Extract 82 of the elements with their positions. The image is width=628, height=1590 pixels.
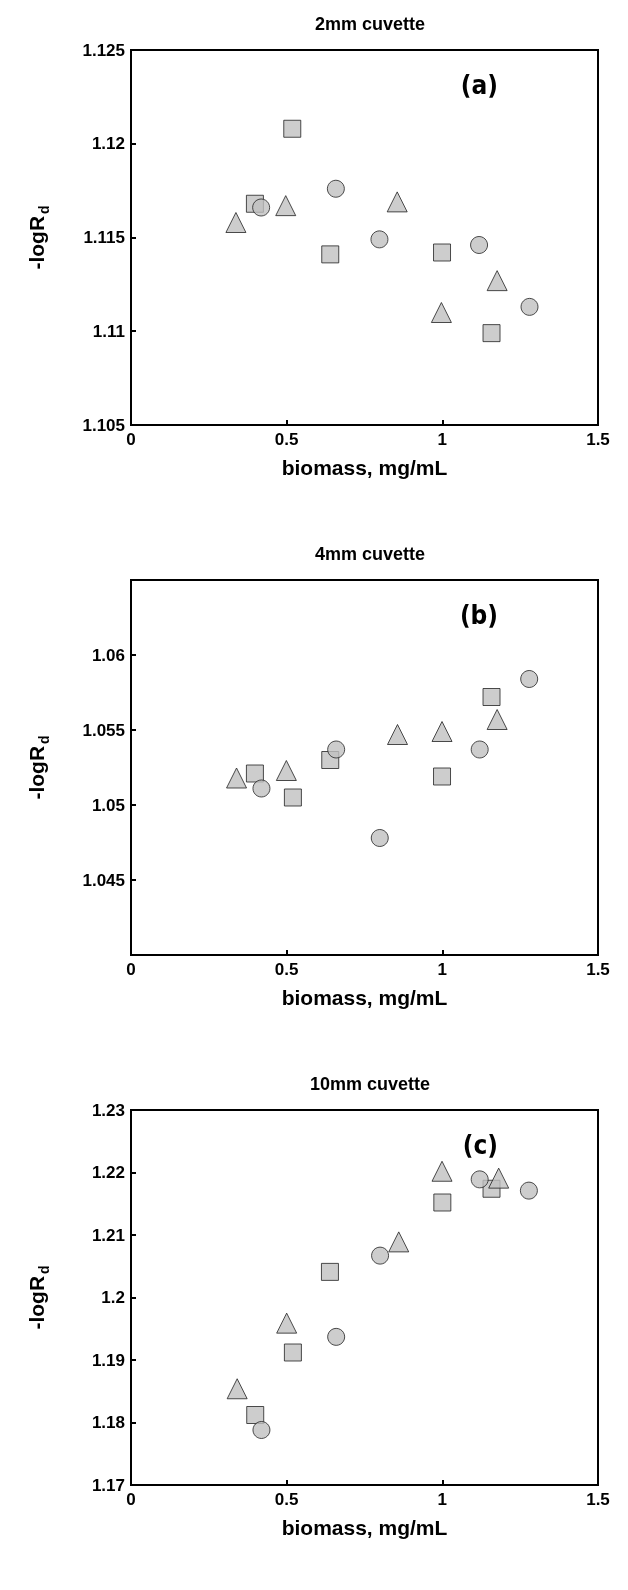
x-tick-label: 1 [437,430,448,449]
annotation: (c) [462,1130,499,1160]
point [275,195,297,217]
x-axis-title: biomass, mg/mL [281,986,448,1009]
point [482,688,501,706]
x-tick-label: 0 [126,1490,136,1509]
y-tick-label: 1.2 [101,1288,125,1307]
point [283,788,302,807]
point [370,230,389,249]
x-tick-label: 1 [437,960,448,979]
point [283,1343,302,1362]
y-tick-label: 1.11 [92,321,125,341]
x-tick-label: 0.5 [274,1490,299,1509]
point [486,270,508,292]
y-tick-label: 1.05 [91,795,125,815]
point [252,1421,271,1439]
point [245,764,264,783]
point [470,236,489,254]
y-tick-label: 1.06 [91,645,125,665]
chart-title: 2mm cuvette [314,14,426,34]
point [470,1170,489,1189]
point [226,1378,248,1400]
y-tick-label: 1.19 [91,1350,125,1370]
x-tick-label: 1.5 [586,960,610,979]
point [326,179,345,198]
x-tick-label: 1.5 [586,1490,610,1509]
point [371,1246,390,1265]
point [246,1406,265,1424]
point [276,1312,298,1334]
chart-title: 10mm cuvette [309,1074,431,1094]
point [482,324,501,343]
point [433,243,452,262]
point [431,721,453,742]
point [320,1262,339,1281]
point [433,767,452,786]
y-tick-label: 1.115 [83,228,125,247]
x-tick-label: 0 [126,430,136,449]
y-tick-label: 1.17 [91,1475,125,1495]
point [387,724,408,745]
y-tick-label: 1.055 [82,720,125,740]
point [486,709,508,730]
y-tick-label: 1.23 [91,1100,125,1120]
x-tick-label: 0.5 [274,430,299,449]
y-tick-label: 1.045 [82,870,125,890]
x-tick-label: 1 [437,1490,448,1509]
y-tick-label: 1.22 [91,1163,125,1182]
point [386,191,408,213]
y-tick-label: 1.21 [91,1225,125,1245]
annotation: (a) [460,70,499,100]
x-axis-title: biomass, mg/mL [281,1516,448,1539]
x-axis-title: biomass, mg/mL [281,456,448,479]
point [470,740,489,759]
chart-title: 4mm cuvette [314,544,426,564]
y-tick-label: 1.18 [91,1413,125,1432]
y-tick-label: 1.105 [82,415,125,435]
y-tick-label: 1.12 [91,134,125,154]
point [225,212,247,233]
point [430,302,452,323]
y-axis-title: -logRd [24,1265,52,1330]
point [519,1181,538,1200]
y-tick-label: 1.125 [82,40,125,60]
point [520,670,539,688]
x-tick-label: 0.5 [274,960,299,979]
point [370,829,389,847]
point [252,198,271,217]
point [275,760,297,781]
y-axis-title: -logRd [24,205,52,270]
point [252,779,271,798]
annotation: (b) [459,600,498,630]
point [327,740,346,759]
point [327,1327,346,1346]
x-tick-label: 0 [126,960,136,979]
point [433,1193,452,1212]
point [520,297,539,316]
point [226,767,248,789]
x-tick-label: 1.5 [586,430,610,449]
y-axis-title: -logRd [24,735,52,800]
point [283,119,302,138]
point [431,1160,453,1182]
point [488,1167,510,1189]
point [321,245,340,264]
point [388,1231,410,1253]
